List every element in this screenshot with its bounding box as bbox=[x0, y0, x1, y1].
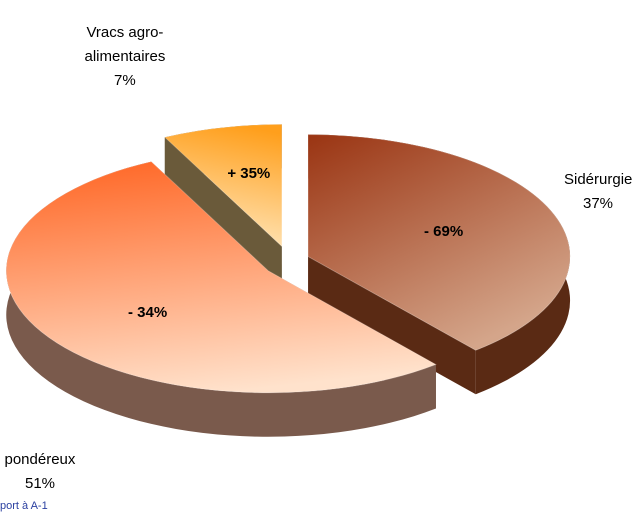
slice bbox=[5, 161, 438, 394]
change-label: - 34% bbox=[128, 304, 167, 321]
value-label: 7% bbox=[114, 72, 136, 89]
slice-side bbox=[308, 256, 476, 395]
value-label: 51% bbox=[25, 475, 56, 492]
slice-side bbox=[164, 137, 282, 291]
category-label: pondéreux bbox=[4, 451, 76, 468]
change-label: - 69% bbox=[424, 223, 463, 240]
value-label: 37% bbox=[583, 195, 614, 212]
slice-side bbox=[6, 161, 436, 437]
footnote: port à A-1 bbox=[0, 500, 48, 512]
change-label: + 35% bbox=[227, 165, 270, 182]
slice bbox=[163, 123, 283, 248]
category-label: Vracs agro- alimentaires bbox=[84, 24, 166, 65]
category-label: Sidérurgie bbox=[564, 171, 633, 188]
slice bbox=[307, 134, 571, 351]
